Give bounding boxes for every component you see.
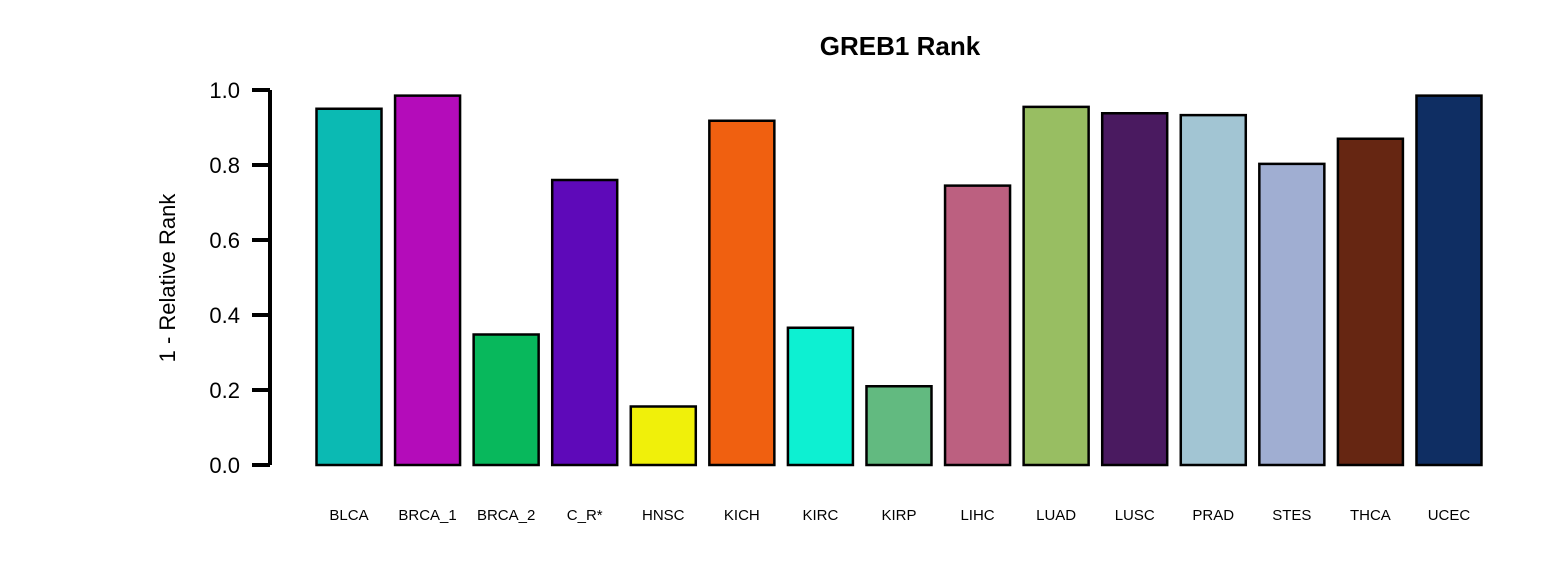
bar-lihc xyxy=(943,184,1012,467)
bar-thca xyxy=(1336,137,1405,467)
y-axis-label: 1 - Relative Rank xyxy=(155,193,180,363)
y-tick-label: 0.2 xyxy=(209,378,240,403)
x-tick-label: THCA xyxy=(1350,507,1391,524)
x-tick-label: PRAD xyxy=(1192,507,1234,524)
x-tick-label: BLCA xyxy=(329,507,368,524)
x-tick-label: BRCA_2 xyxy=(477,507,535,524)
y-tick-label: 0.8 xyxy=(209,153,240,178)
x-tick-label: KIRC xyxy=(802,507,838,524)
bar-lusc xyxy=(1100,112,1169,467)
x-tick-label: UCEC xyxy=(1428,507,1471,524)
y-tick-label: 0.6 xyxy=(209,228,240,253)
bar-hnsc xyxy=(629,405,698,467)
bar-c-r xyxy=(550,178,619,467)
x-tick-label: LUSC xyxy=(1115,507,1155,524)
bar-ucec xyxy=(1415,94,1483,467)
bar-kich xyxy=(708,119,776,467)
x-tick-label: LIHC xyxy=(960,507,994,524)
bar-blca xyxy=(315,107,383,467)
x-tick-label: C_R* xyxy=(567,507,603,524)
x-tick-label: KIRP xyxy=(881,507,916,524)
bars-group xyxy=(315,94,1483,467)
bar-stes xyxy=(1258,162,1326,467)
y-tick-label: 1.0 xyxy=(209,78,240,103)
y-tick-label: 0.0 xyxy=(209,453,240,478)
x-tick-label: STES xyxy=(1272,507,1311,524)
x-tick-label: LUAD xyxy=(1036,507,1076,524)
bar-brca-1 xyxy=(393,94,462,467)
y-axis: 0.0 0.2 0.4 0.6 0.8 1.0 xyxy=(209,78,272,478)
bar-prad xyxy=(1179,113,1248,467)
chart-title: GREB1 Rank xyxy=(820,31,981,61)
bar-brca-2 xyxy=(472,333,540,467)
bar-kirc xyxy=(786,326,855,467)
bar-kirp xyxy=(865,385,933,467)
x-tick-labels: BLCA BRCA_1 BRCA_2 C_R* HNSC KICH KIRC KIRP LIHC… xyxy=(329,507,1470,524)
x-tick-label: BRCA_1 xyxy=(398,507,456,524)
bar-luad xyxy=(1022,105,1090,467)
x-tick-label: KICH xyxy=(724,507,760,524)
y-tick-label: 0.4 xyxy=(209,303,240,328)
x-tick-label: HNSC xyxy=(642,507,685,524)
